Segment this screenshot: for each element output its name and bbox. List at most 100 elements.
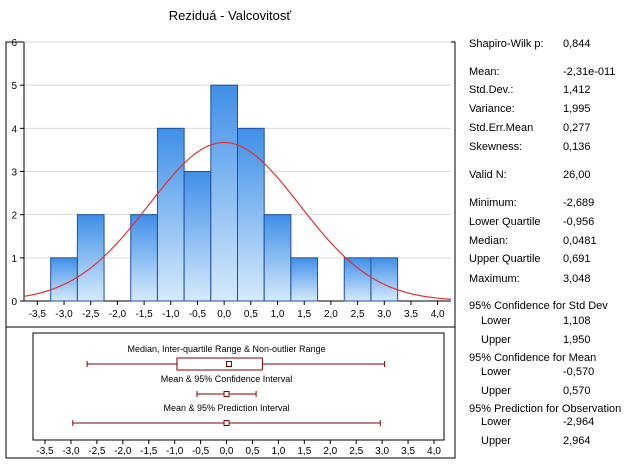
boxplot-x-tick-label: -3,0 bbox=[62, 446, 80, 457]
boxplot-label: Median, Inter-quartile Range & Non-outli… bbox=[127, 344, 325, 354]
boxplot-x-tick-label: 1,5 bbox=[297, 446, 311, 457]
stat-label: 95% Confidence for Std Dev bbox=[469, 300, 608, 312]
stat-value: 0,0481 bbox=[563, 235, 597, 247]
boxplot-box bbox=[176, 357, 263, 371]
stat-row: 95% Confidence for Mean bbox=[469, 351, 624, 365]
stat-value: 1,950 bbox=[563, 334, 591, 346]
boxplot-x-tick-label: -2,0 bbox=[114, 446, 132, 457]
normal-fit-curve bbox=[23, 141, 452, 300]
stat-row: Mean: -2,31e-011 bbox=[469, 65, 624, 79]
histogram-bar bbox=[130, 214, 158, 302]
stat-row: Maximum: 3,048 bbox=[469, 272, 624, 286]
x-tick-label: -1,0 bbox=[162, 309, 180, 320]
stat-value: 3,048 bbox=[563, 273, 591, 285]
boxplot-x-tick-label: 2,5 bbox=[349, 446, 363, 457]
stat-label: Median: bbox=[469, 235, 509, 247]
y-tick-label: 5 bbox=[11, 81, 17, 92]
x-tick-label: 3,5 bbox=[404, 309, 418, 320]
stat-row: Skewness: 0,136 bbox=[469, 140, 624, 154]
stat-row: Upper 2,964 bbox=[469, 434, 624, 448]
stat-value: -0,570 bbox=[563, 366, 595, 378]
boxplot-center-marker bbox=[223, 391, 230, 397]
stat-row: Valid N: 26,00 bbox=[469, 168, 624, 182]
stat-row: 95% Prediction for Observation bbox=[469, 402, 624, 416]
stat-value: 2,964 bbox=[563, 435, 591, 447]
stat-row: Std.Err.Mean 0,277 bbox=[469, 121, 624, 135]
stat-row: Variance: 1,995 bbox=[469, 102, 624, 116]
y-tick-label: 0 bbox=[11, 297, 17, 308]
stat-value: 1,108 bbox=[563, 315, 591, 327]
stat-row: Std.Dev.: 1,412 bbox=[469, 83, 624, 97]
stat-label: Valid N: bbox=[469, 169, 507, 181]
x-tick-label: 0,0 bbox=[217, 309, 231, 320]
x-tick-label: 1,5 bbox=[297, 309, 311, 320]
stat-value: -2,964 bbox=[563, 416, 595, 428]
stat-value: 1,412 bbox=[563, 84, 591, 96]
stat-label: Mean: bbox=[469, 66, 500, 78]
y-tick-label: 4 bbox=[11, 124, 17, 135]
histogram-bar bbox=[210, 84, 238, 302]
stat-label: Upper bbox=[481, 334, 511, 346]
boxplot-x-tick-label: 0,0 bbox=[220, 446, 234, 457]
stat-label: Upper bbox=[481, 435, 511, 447]
stat-row: Lower 1,108 bbox=[469, 314, 624, 328]
x-tick-label: 2,5 bbox=[351, 309, 365, 320]
stat-row: Lower -2,964 bbox=[469, 415, 624, 429]
stat-label: Minimum: bbox=[469, 197, 517, 209]
boxplot-x-tick-label: -1,5 bbox=[140, 446, 158, 457]
boxplot-center-marker bbox=[223, 420, 230, 426]
stat-row: Minimum: -2,689 bbox=[469, 196, 624, 210]
boxplot-x-tick-label: 1,0 bbox=[271, 446, 285, 457]
histogram-bar bbox=[263, 214, 292, 302]
x-tick-label: -1,5 bbox=[135, 309, 153, 320]
x-tick-label: 2,0 bbox=[324, 309, 338, 320]
stat-label: Skewness: bbox=[469, 141, 523, 153]
stat-label: 95% Confidence for Mean bbox=[469, 352, 597, 364]
boxplot-label: Mean & 95% Prediction Interval bbox=[163, 403, 289, 413]
histogram-bar bbox=[343, 257, 372, 302]
stat-row: Median: 0,0481 bbox=[469, 234, 624, 248]
y-tick-label: 1 bbox=[11, 254, 17, 265]
stat-label: 95% Prediction for Observation bbox=[469, 403, 622, 415]
stat-label: Upper bbox=[481, 385, 511, 397]
chart-title: Reziduá - Valcovitosť bbox=[168, 8, 292, 23]
stat-value: -2,31e-011 bbox=[563, 66, 616, 78]
x-tick-label: 3,0 bbox=[377, 309, 391, 320]
stat-label: Lower bbox=[481, 315, 511, 327]
histogram-bar bbox=[237, 127, 265, 302]
stat-row: Lower -0,570 bbox=[469, 365, 624, 379]
stat-label: Upper Quartile bbox=[469, 253, 541, 265]
x-tick-label: -2,5 bbox=[82, 309, 100, 320]
stat-row: Lower Quartile -0,956 bbox=[469, 215, 624, 229]
stat-value: 0,136 bbox=[563, 141, 591, 153]
stat-value: 0,691 bbox=[563, 253, 591, 265]
stat-value: -2,689 bbox=[563, 197, 595, 209]
boxplot-x-tick-label: 2,0 bbox=[323, 446, 337, 457]
x-tick-label: -2,0 bbox=[109, 309, 127, 320]
boxplot-x-tick-label: -2,5 bbox=[88, 446, 106, 457]
stat-value: 1,995 bbox=[563, 103, 591, 115]
stat-row: Shapiro-Wilk p: 0,844 bbox=[469, 37, 624, 51]
x-tick-label: 1,0 bbox=[271, 309, 285, 320]
stat-row: 95% Confidence for Std Dev bbox=[469, 299, 624, 313]
x-tick-label: 0,5 bbox=[244, 309, 258, 320]
stat-label: Lower bbox=[481, 366, 511, 378]
stat-value: 26,00 bbox=[563, 169, 591, 181]
y-tick-label: 3 bbox=[11, 168, 17, 179]
stat-label: Std.Err.Mean bbox=[469, 122, 534, 134]
histogram-bar bbox=[183, 171, 212, 302]
stat-label: Lower Quartile bbox=[469, 216, 541, 228]
stat-label: Maximum: bbox=[469, 273, 520, 285]
stat-value: 0,277 bbox=[563, 122, 591, 134]
histogram-bar bbox=[290, 257, 319, 302]
stat-row: Upper 1,950 bbox=[469, 333, 624, 347]
stat-value: 0,570 bbox=[563, 385, 591, 397]
histogram-bar bbox=[156, 127, 185, 302]
stat-value: -0,956 bbox=[563, 216, 595, 228]
x-tick-label: 4,0 bbox=[431, 309, 445, 320]
boxplot-x-tick-label: 3,0 bbox=[375, 446, 389, 457]
y-tick-label: 6 bbox=[11, 38, 17, 49]
stat-row: Upper 0,570 bbox=[469, 384, 624, 398]
stat-label: Std.Dev.: bbox=[469, 84, 514, 96]
